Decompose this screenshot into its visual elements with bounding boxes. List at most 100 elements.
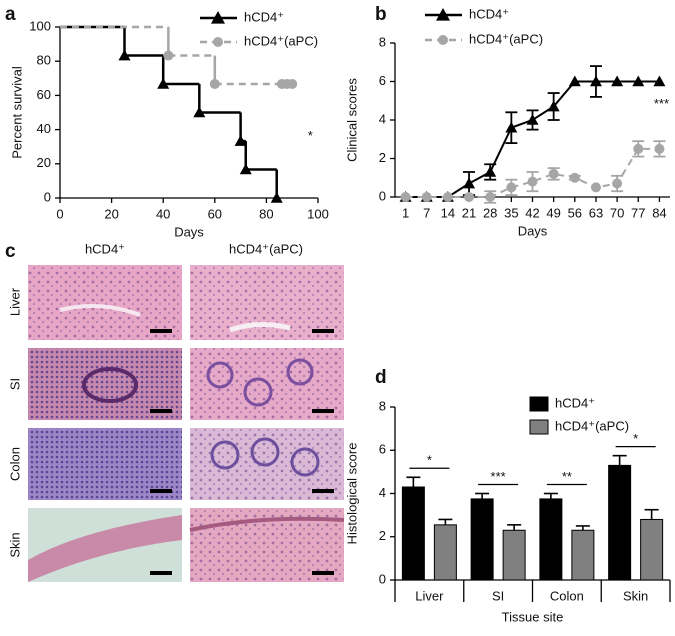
y-axis-label: Percent survival — [9, 66, 24, 159]
y-tick-label: 8 — [379, 34, 386, 49]
bar — [401, 486, 425, 581]
x-tick-label: 7 — [423, 205, 430, 220]
bar — [640, 518, 664, 581]
x-axis-label: Days — [518, 223, 548, 238]
marker — [464, 192, 475, 202]
marker — [548, 168, 559, 179]
bar — [470, 498, 494, 581]
legend-marker — [436, 8, 450, 21]
marker — [484, 165, 497, 177]
legend-swatch — [529, 419, 549, 435]
y-tick-label: 2 — [379, 150, 386, 165]
marker — [547, 100, 560, 112]
marker — [209, 78, 220, 89]
panel-letter: a — [5, 4, 16, 25]
row-label: Liver — [7, 287, 22, 316]
significance-label: * — [427, 453, 432, 468]
legend-marker — [211, 11, 225, 24]
bar — [539, 498, 563, 581]
marker — [485, 192, 496, 202]
x-tick-label: 21 — [462, 205, 476, 220]
legend-label: hCD4⁺ — [244, 9, 284, 24]
row-label: Skin — [7, 532, 22, 557]
x-axis-label: Tissue site — [502, 609, 564, 624]
y-axis-label: Clinical scores — [344, 78, 359, 162]
x-tick-label: 28 — [483, 205, 497, 220]
x-tick-label: 42 — [525, 205, 539, 220]
x-tick-label: 56 — [568, 205, 582, 220]
marker — [612, 178, 623, 189]
x-tick-label: 49 — [546, 205, 560, 220]
marker — [163, 50, 174, 61]
x-tick-label: 70 — [610, 205, 624, 220]
marker — [505, 121, 518, 133]
y-tick-label: 6 — [379, 73, 386, 88]
annotation: * — [308, 128, 313, 143]
marker — [157, 77, 170, 89]
marker — [421, 192, 432, 202]
bar — [571, 529, 595, 581]
marker — [118, 49, 131, 61]
legend-label: hCD4⁺ — [555, 395, 595, 410]
significance-label: *** — [491, 469, 506, 484]
y-tick-label: 4 — [379, 485, 386, 500]
bar — [502, 529, 526, 581]
marker — [654, 143, 665, 154]
legend-label: hCD4⁺(aPC) — [244, 33, 318, 48]
annotation: *** — [654, 96, 669, 111]
marker — [633, 143, 644, 154]
y-tick-label: 80 — [37, 53, 51, 68]
panel-letter: d — [375, 367, 387, 388]
marker — [527, 176, 538, 187]
legend-label: hCD4⁺ — [469, 6, 509, 21]
legend-marker — [438, 35, 448, 45]
legend-marker — [213, 37, 223, 47]
significance-label: ** — [562, 469, 572, 484]
x-tick-label: 20 — [104, 206, 118, 221]
histology-images — [28, 265, 345, 582]
x-tick-label: 60 — [208, 206, 222, 221]
x-tick-label: 63 — [589, 205, 603, 220]
y-tick-label: 0 — [44, 189, 51, 204]
marker — [239, 163, 252, 175]
bar — [608, 464, 632, 581]
y-axis-label: Histological score — [344, 443, 359, 545]
marker — [193, 106, 206, 118]
marker — [442, 192, 453, 202]
bar — [433, 524, 457, 581]
x-tick-label: 35 — [504, 205, 518, 220]
marker — [234, 135, 247, 146]
x-tick-label: 14 — [441, 205, 455, 220]
x-tick-label: 80 — [259, 206, 273, 221]
x-tick-label: 1 — [402, 205, 409, 220]
x-tick-label: Skin — [623, 588, 648, 603]
marker — [632, 75, 645, 87]
marker — [526, 114, 539, 125]
marker — [506, 182, 517, 193]
x-tick-label: 40 — [156, 206, 170, 221]
marker — [568, 75, 581, 87]
panel-letter: c — [5, 241, 16, 262]
marker — [589, 75, 602, 87]
x-axis-label: Days — [174, 224, 204, 239]
y-tick-label: 60 — [37, 87, 51, 102]
x-tick-label: 100 — [307, 206, 329, 221]
column-label: hCD4⁺ — [85, 241, 125, 256]
marker — [400, 192, 411, 202]
y-tick-label: 0 — [379, 188, 386, 203]
marker — [287, 78, 298, 89]
significance-label: * — [633, 431, 638, 446]
y-tick-label: 8 — [379, 398, 386, 413]
marker — [653, 75, 666, 87]
row-label: SI — [7, 378, 22, 390]
row-label: Colon — [7, 447, 22, 481]
y-tick-label: 40 — [37, 121, 51, 136]
x-tick-label: 84 — [652, 205, 666, 220]
marker — [463, 177, 476, 189]
x-tick-label: 0 — [56, 206, 63, 221]
legend-label: hCD4⁺(aPC) — [555, 418, 629, 433]
marker — [590, 182, 601, 193]
y-tick-label: 20 — [37, 155, 51, 170]
marker — [611, 75, 624, 87]
